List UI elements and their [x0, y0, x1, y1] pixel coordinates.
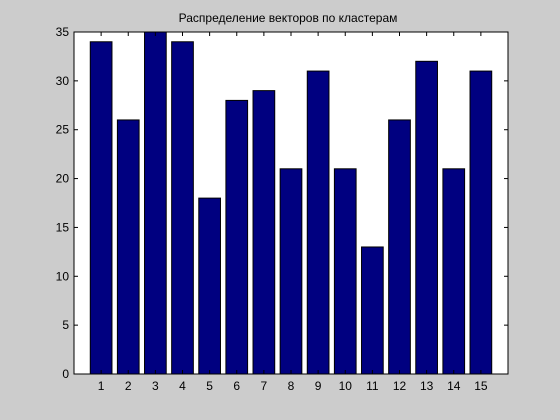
y-tick-label: 10 [56, 269, 70, 283]
y-tick-label: 15 [56, 220, 70, 234]
bar-11 [361, 246, 384, 375]
bar-1 [89, 41, 113, 375]
y-axis: 0 5 10 15 20 25 30 35 [56, 25, 508, 381]
x-tick-label: 12 [393, 379, 407, 393]
bar-3 [144, 31, 167, 375]
bar-2 [116, 119, 140, 375]
y-tick-label: 30 [56, 74, 70, 88]
x-tick-label: 1 [98, 379, 105, 393]
bar-9 [306, 70, 330, 375]
x-tick-label: 7 [261, 379, 268, 393]
x-tick-label: 10 [339, 379, 353, 393]
chart-title: Распределение векторов по кластерам [179, 11, 398, 25]
bar-4 [171, 41, 194, 375]
x-tick-label: 6 [233, 379, 240, 393]
bar-7 [252, 90, 276, 375]
bar-5 [198, 197, 221, 375]
bar-14 [442, 168, 466, 375]
x-tick-label: 9 [315, 379, 322, 393]
x-tick-label: 14 [447, 379, 461, 393]
x-tick-label: 3 [152, 379, 159, 393]
x-tick-label: 11 [366, 379, 379, 393]
y-tick-label: 20 [56, 172, 70, 186]
x-tick-label: 4 [179, 379, 186, 393]
x-tick-label: 5 [206, 379, 213, 393]
bar-15 [469, 70, 493, 375]
y-tick-label: 5 [62, 318, 69, 332]
y-tick-label: 35 [56, 25, 70, 39]
bars-group [89, 31, 493, 375]
bar-8 [279, 168, 303, 375]
bar-12 [388, 119, 411, 375]
bar-10 [333, 168, 357, 375]
x-tick-label: 8 [288, 379, 295, 393]
x-tick-label: 2 [125, 379, 132, 393]
x-axis: 1 2 3 4 5 6 7 8 9 10 11 12 13 14 15 [98, 32, 488, 393]
x-tick-label: 15 [474, 379, 488, 393]
y-tick-label: 25 [56, 123, 70, 137]
y-tick-label: 0 [62, 367, 69, 381]
x-tick-label: 13 [420, 379, 434, 393]
bar-6 [225, 99, 249, 375]
bar-13 [415, 60, 438, 375]
